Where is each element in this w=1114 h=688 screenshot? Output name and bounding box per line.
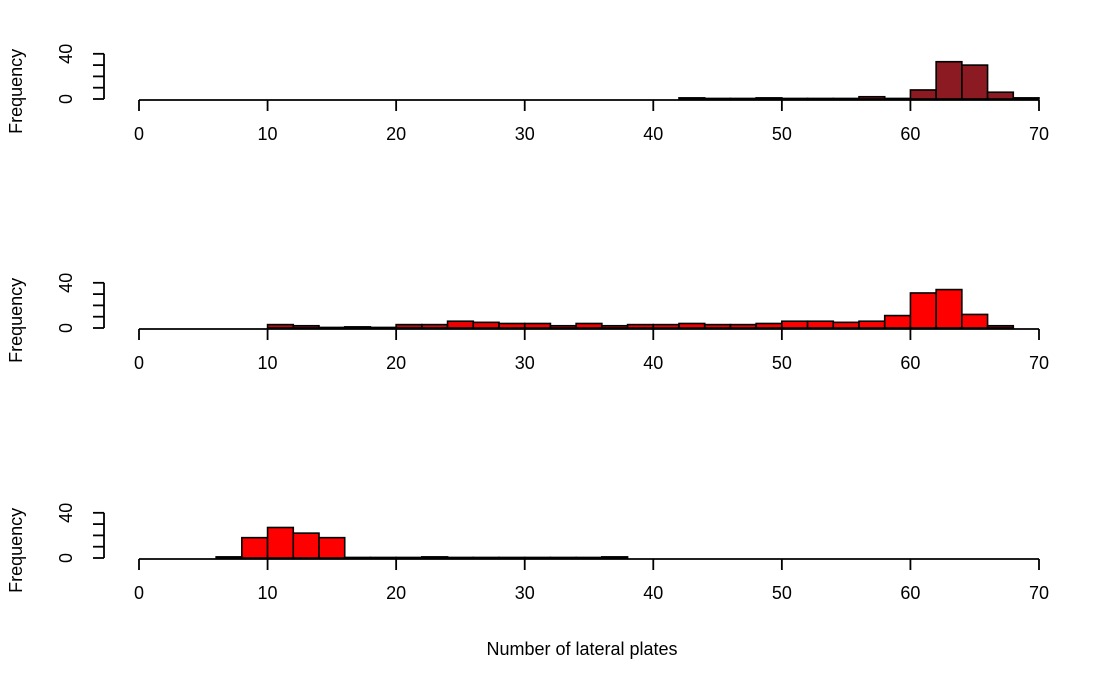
histogram-bar	[935, 60, 963, 100]
histogram-bar	[292, 532, 320, 559]
histogram-bar	[421, 556, 449, 559]
x-tick-label: 60	[900, 124, 920, 144]
histogram-bar	[343, 326, 372, 329]
x-tick-label: 50	[772, 583, 792, 603]
x-tick-label: 10	[258, 583, 278, 603]
x-tick-label: 40	[643, 124, 663, 144]
histogram-bar	[652, 323, 680, 329]
y-tick-label: 40	[56, 44, 76, 64]
histogram-bar	[858, 95, 886, 100]
histogram-bar	[961, 313, 989, 329]
histogram-bar	[292, 324, 320, 329]
y-axis-title: Frequency	[6, 278, 26, 363]
histogram-panel-bottom: 0 10 20 30 40 50 60 70 0 40 Frequency	[6, 503, 1049, 603]
histogram-bar	[241, 536, 269, 559]
histogram-bar	[446, 320, 475, 329]
x-tick-label: 0	[134, 583, 144, 603]
x-tick-label: 20	[386, 124, 406, 144]
histogram-panel-middle: 0 10 20 30 40 50 60 70 0 40 Frequency	[6, 273, 1049, 373]
y-axis-title: Frequency	[6, 508, 26, 593]
histogram-bar	[832, 321, 860, 329]
x-tick-label: 70	[1029, 583, 1049, 603]
histogram-bar	[472, 321, 500, 329]
histogram-bar	[755, 97, 783, 100]
histogram-bar	[883, 314, 912, 329]
x-tick-label: 10	[258, 353, 278, 373]
histogram-bar	[626, 323, 655, 329]
x-tick-label: 70	[1029, 124, 1049, 144]
histogram-bar	[678, 97, 706, 100]
histogram-bar	[935, 288, 963, 329]
x-tick-label: 40	[643, 353, 663, 373]
histogram-bar	[395, 323, 423, 329]
histogram-bar	[703, 323, 732, 329]
histogram-bar	[909, 89, 937, 100]
histogram-bar	[549, 324, 577, 329]
x-tick-label: 40	[643, 583, 663, 603]
x-tick-label: 0	[134, 124, 144, 144]
x-tick-label: 20	[386, 353, 406, 373]
y-tick-label: 40	[56, 503, 76, 523]
y-tick-label: 0	[56, 553, 76, 563]
x-tick-label: 30	[515, 583, 535, 603]
y-tick-label: 0	[56, 323, 76, 333]
histogram-bar	[421, 323, 449, 329]
histogram-bar	[498, 322, 526, 329]
histogram-bar	[601, 556, 629, 559]
histogram-bar	[806, 320, 835, 329]
x-tick-label: 10	[258, 124, 278, 144]
histogram-bar	[601, 324, 629, 329]
y-tick-label: 0	[56, 94, 76, 104]
x-axis-title: Number of lateral plates	[486, 639, 677, 659]
x-tick-label: 60	[900, 353, 920, 373]
histogram-bar	[986, 91, 1015, 100]
histogram-bar	[678, 322, 706, 329]
histogram-bar	[575, 322, 603, 329]
histogram-bar	[909, 292, 937, 329]
x-tick-label: 50	[772, 124, 792, 144]
histogram-bar	[318, 536, 346, 559]
histogram-bar	[729, 323, 757, 329]
x-tick-label: 30	[515, 353, 535, 373]
x-tick-label: 0	[134, 353, 144, 373]
histogram-panel-top: 0 10 20 30 40 50 60 70 0 40 Frequency	[6, 44, 1049, 144]
histogram-bar	[986, 324, 1015, 329]
x-tick-label: 50	[772, 353, 792, 373]
y-axis-title: Frequency	[6, 49, 26, 134]
histogram-bar	[781, 320, 809, 329]
histogram-bar	[523, 322, 552, 329]
histogram-bar	[266, 323, 295, 329]
histogram-bar	[961, 64, 989, 100]
histogram-bar	[1012, 97, 1040, 100]
x-tick-label: 30	[515, 124, 535, 144]
histogram-bar	[755, 322, 783, 329]
x-tick-label: 60	[900, 583, 920, 603]
x-tick-label: 70	[1029, 353, 1049, 373]
histogram-bar	[266, 526, 295, 559]
histogram-bar	[858, 320, 886, 329]
x-tick-label: 20	[386, 583, 406, 603]
y-tick-label: 40	[56, 273, 76, 293]
histogram-bar	[215, 556, 243, 559]
